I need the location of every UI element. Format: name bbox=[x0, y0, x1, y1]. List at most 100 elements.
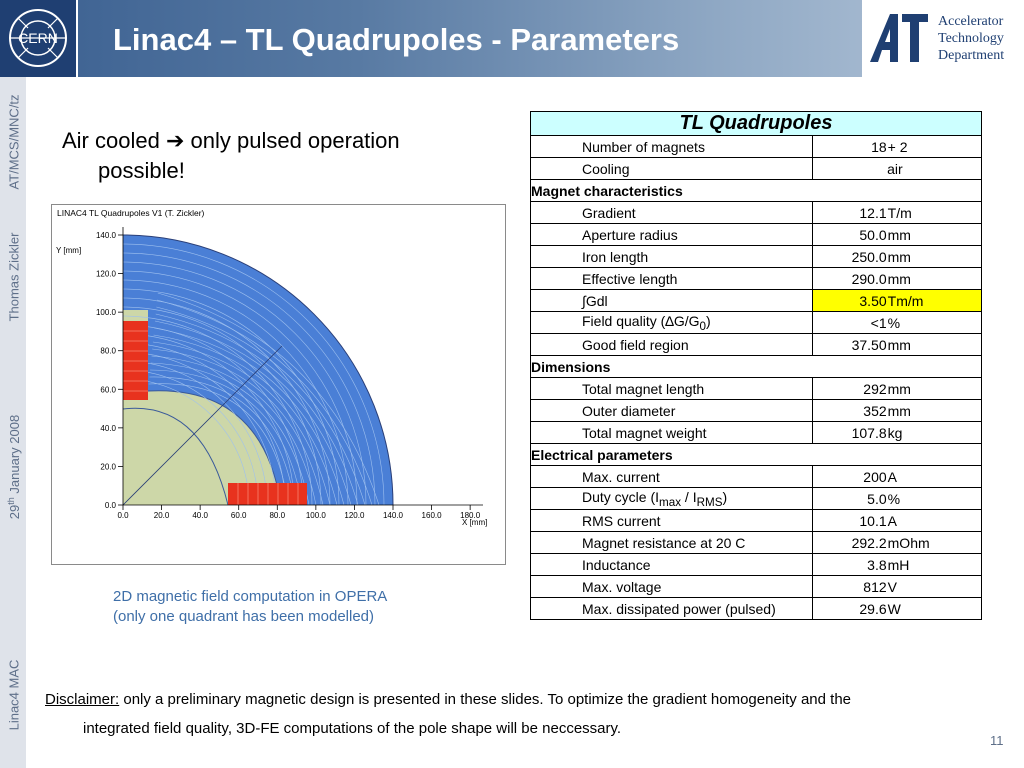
page-number: 11 bbox=[990, 733, 1004, 748]
contour-line bbox=[157, 292, 380, 506]
table-row: Magnet resistance at 20 C 292.2mOhm bbox=[530, 531, 983, 554]
y-tick-label: 100.0 bbox=[96, 308, 117, 317]
y-ticks: 140.0 120.0 100.0 80.0 60.0 40.0 20.0 0.0 bbox=[96, 231, 123, 510]
parameter-value: 107.8 bbox=[851, 424, 887, 441]
parameter-name: RMS current bbox=[530, 509, 813, 532]
parameter-unit: % bbox=[887, 314, 901, 331]
parameter-label: Max. voltage bbox=[582, 578, 662, 595]
parameter-value: air bbox=[887, 160, 903, 177]
parameter-value: 812 bbox=[863, 578, 887, 595]
parameter-name: Gradient bbox=[530, 201, 813, 224]
table-section-row: Magnet characteristics bbox=[530, 179, 982, 202]
header-bar: CERN Linac4 – TL Quadrupoles - Parameter… bbox=[0, 0, 1024, 77]
parameter-unit: mm bbox=[887, 270, 911, 287]
section-label: Electrical parameters bbox=[530, 443, 982, 466]
y-tick-label: 20.0 bbox=[100, 462, 116, 471]
parameter-label: ∫Gdl bbox=[582, 292, 608, 309]
disclaimer: Disclaimer: only a preliminary magnetic … bbox=[45, 685, 975, 743]
parameter-label: Max. current bbox=[582, 468, 660, 485]
parameter-value: 50.0 bbox=[859, 226, 887, 243]
table-row: Total magnet length 292mm bbox=[530, 377, 983, 400]
parameter-label: Gradient bbox=[582, 204, 636, 221]
table-row: Number of magnets 18+ 2 bbox=[530, 135, 983, 158]
at-logo-icon bbox=[870, 14, 928, 62]
parameter-value: 18 bbox=[871, 138, 887, 155]
parameter-label: Outer diameter bbox=[582, 402, 676, 419]
x-axis-label: X [mm] bbox=[462, 518, 487, 527]
parameter-unit: % bbox=[887, 490, 901, 507]
parameter-value-cell: 200A bbox=[811, 465, 983, 488]
x-tick-label: 20.0 bbox=[154, 511, 170, 520]
parameter-label: Iron length bbox=[582, 248, 649, 265]
x-tick-label: 140.0 bbox=[383, 511, 404, 520]
parameter-unit: mm bbox=[887, 380, 911, 397]
contour-line bbox=[157, 299, 373, 506]
parameter-label: Number of magnets bbox=[582, 138, 705, 155]
y-tick-label: 120.0 bbox=[96, 270, 117, 279]
parameter-value-cell: 292mm bbox=[811, 377, 983, 400]
y-axis-label: Y [mm] bbox=[56, 246, 81, 255]
x-tick-label: 100.0 bbox=[306, 511, 327, 520]
contour-line bbox=[156, 306, 366, 506]
contour-line bbox=[150, 369, 303, 506]
table-row: Good field region 37.50mm bbox=[530, 333, 983, 356]
table-row: Outer diameter 352mm bbox=[530, 399, 983, 422]
parameter-label: Total magnet length bbox=[582, 380, 705, 397]
parameter-name: Outer diameter bbox=[530, 399, 813, 422]
parameter-value: 12.1 bbox=[859, 204, 887, 221]
table-row: ∫Gdl 3.50Tm/m bbox=[530, 289, 983, 312]
dept-line-3: Department bbox=[938, 48, 1005, 63]
parameter-unit: mm bbox=[887, 248, 911, 265]
sidebar-project: Linac4 MAC bbox=[6, 659, 22, 731]
table-row: Total magnet weight 107.8kg bbox=[530, 421, 983, 444]
parameter-value: 250.0 bbox=[851, 248, 887, 265]
parameter-value-cell: 29.6W bbox=[811, 597, 983, 620]
parameter-unit: mH bbox=[887, 556, 910, 573]
figure-title: LINAC4 TL Quadrupoles V1 (T. Zickler) bbox=[57, 208, 205, 218]
parameter-value-cell: 12.1T/m bbox=[811, 201, 983, 224]
department-name: Accelerator Technology Department bbox=[938, 13, 1004, 64]
disclaimer-line-1: Disclaimer: only a preliminary magnetic … bbox=[45, 685, 975, 714]
parameter-name: Duty cycle (Imax / IRMS) bbox=[530, 487, 813, 510]
parameter-unit: + 2 bbox=[887, 138, 908, 155]
parameter-name: Magnet resistance at 20 C bbox=[530, 531, 813, 554]
table-row: Max. current 200A bbox=[530, 465, 983, 488]
x-tick-label: 80.0 bbox=[269, 511, 285, 520]
table-row: Effective length 290.0mm bbox=[530, 267, 983, 290]
parameter-value: 3.8 bbox=[867, 556, 887, 573]
page-title: Linac4 – TL Quadrupoles - Parameters bbox=[113, 22, 680, 57]
section-label: Dimensions bbox=[530, 355, 982, 378]
parameter-label: Good field region bbox=[582, 336, 689, 353]
parameter-value-cell: air bbox=[811, 157, 983, 180]
parameter-unit: mm bbox=[887, 402, 911, 419]
table-row: RMS current 10.1A bbox=[530, 509, 983, 532]
table-row: Inductance 3.8mH bbox=[530, 553, 983, 576]
parameter-name: ∫Gdl bbox=[530, 289, 813, 312]
parameter-value-cell: 812V bbox=[811, 575, 983, 598]
parameter-label-end: ) bbox=[705, 312, 711, 329]
y-tick-label: 0.0 bbox=[105, 501, 117, 510]
contour-line bbox=[155, 313, 359, 506]
table-row: Max. dissipated power (pulsed) 29.6W bbox=[530, 597, 983, 620]
parameter-label-mid: / I bbox=[681, 488, 697, 505]
x-ticks: 0.0 20.0 40.0 60.0 80.0 100.0 120.0 140.0 160.0 1… bbox=[117, 505, 481, 520]
disclaimer-text-1: only a preliminary magnetic design is pr… bbox=[119, 691, 852, 708]
bullet-line-1: Air cooled ➔ only pulsed operation bbox=[62, 126, 522, 156]
bullet-air-cooled: Air cooled bbox=[62, 128, 166, 153]
parameter-label: Duty cycle (I bbox=[582, 488, 660, 505]
parameter-value-cell: 5.0% bbox=[811, 487, 983, 510]
contour-line bbox=[149, 376, 296, 506]
y-tick-label: 80.0 bbox=[100, 347, 116, 356]
x-tick-label: 180.0 bbox=[460, 511, 481, 520]
field-computation-figure: LINAC4 TL Quadrupoles V1 (T. Zickler) Y … bbox=[51, 204, 506, 565]
disclaimer-label: Disclaimer: bbox=[45, 691, 120, 708]
parameter-value: 37.50 bbox=[851, 336, 887, 353]
dept-line-1: Accelerator bbox=[938, 14, 1004, 29]
y-tick-label: 60.0 bbox=[100, 385, 116, 394]
bullet-line-2: possible! bbox=[98, 158, 185, 183]
table-row: Aperture radius 50.0mm bbox=[530, 223, 983, 246]
contour-line bbox=[154, 320, 352, 506]
contour-line bbox=[122, 261, 367, 506]
parameter-value: <1 bbox=[870, 314, 887, 331]
parameters-table: TL Quadrupoles Number of magnets 18+ 2 Coo… bbox=[530, 111, 983, 620]
